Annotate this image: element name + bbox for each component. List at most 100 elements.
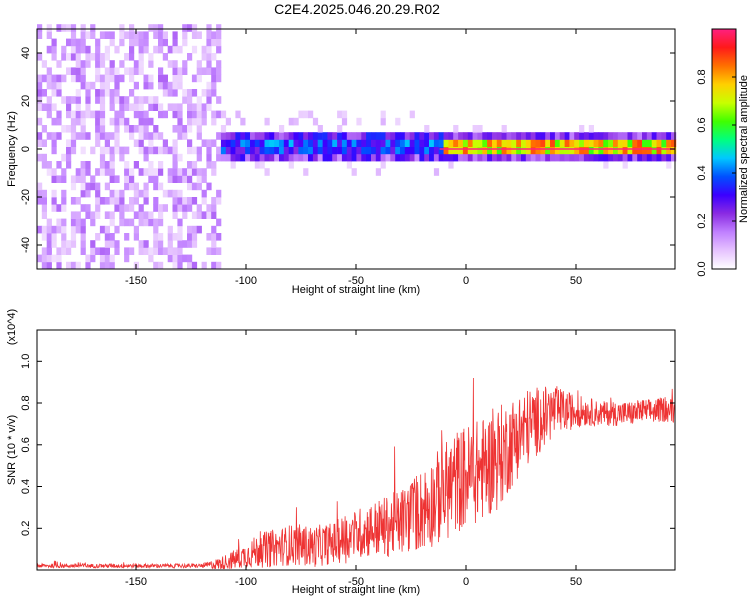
spectrogram-cell: [211, 197, 217, 205]
spectrogram-cell: [646, 132, 652, 140]
spectrogram-cell: [283, 132, 289, 140]
spectrogram-cell: [298, 132, 304, 140]
spectrogram-cell: [506, 146, 512, 155]
colorbar-tick-label: 0.8: [696, 69, 708, 84]
spectrogram-cell: [627, 146, 633, 155]
spectrogram-cell: [482, 146, 488, 155]
spectrogram-cell: [51, 132, 57, 140]
spectrogram-cell: [104, 225, 110, 234]
spectrogram-cell: [617, 146, 623, 155]
spectrogram-cell: [579, 153, 585, 162]
spectrogram-cell: [162, 53, 168, 61]
y-tick-label: 0: [20, 146, 32, 152]
spectrogram-cell: [341, 146, 348, 155]
spectrogram-cell: [182, 168, 188, 176]
spectrogram-cell: [409, 132, 415, 140]
spectrogram-cell: [148, 161, 154, 169]
spectrogram-cell: [104, 89, 110, 97]
spectrogram-cell: [104, 211, 110, 219]
spectrogram-cell: [477, 146, 483, 155]
spectrogram-cell: [104, 31, 110, 39]
spectrogram-cell: [124, 182, 130, 191]
spectrogram-cell: [593, 139, 599, 147]
spectrogram-cell: [148, 24, 154, 32]
spectrogram-cell: [211, 233, 217, 241]
spectrogram-cell: [133, 139, 139, 147]
spectrogram-cell: [201, 103, 207, 111]
spectrogram-cell: [429, 146, 435, 155]
spectrogram-cell: [191, 110, 198, 119]
spectrogram-cell: [143, 197, 149, 205]
spectrogram-cell: [511, 132, 517, 140]
spectrogram-cell: [114, 240, 120, 248]
spectrogram-cell: [395, 153, 401, 162]
spectrogram-cell: [66, 38, 72, 47]
spectrogram-cell: [211, 89, 217, 97]
spectrogram-cell: [250, 139, 256, 147]
spectrogram-cell: [41, 211, 47, 219]
spectrogram-cell: [390, 153, 396, 162]
spectrogram-cell: [395, 117, 401, 126]
spectrogram-cell: [95, 53, 101, 61]
spectrogram-cell: [216, 153, 222, 162]
spectrogram-cell: [109, 38, 115, 47]
spectrogram-cell: [245, 153, 251, 162]
spectrogram-cell: [419, 139, 425, 147]
spectrogram-cell: [487, 153, 493, 162]
spectrogram-cell: [51, 240, 57, 248]
spectrogram-cell: [95, 96, 101, 104]
spectrogram-cell: [492, 153, 498, 162]
spectrogram-cell: [119, 146, 125, 155]
spectrogram-cell: [617, 153, 623, 162]
spectrogram-cell: [216, 247, 222, 255]
spectrogram-cell: [138, 211, 144, 219]
spectrogram-cell: [124, 218, 130, 227]
snr-series-line: [36, 377, 676, 570]
spectrogram-cell: [109, 189, 115, 198]
spectrogram-cell: [250, 146, 256, 155]
spectrogram-cell: [80, 132, 86, 140]
spectrogram-cell: [492, 139, 498, 147]
spectrogram-cell: [351, 146, 357, 155]
spectrogram-cell: [104, 146, 110, 155]
spectrogram-cell: [109, 240, 115, 248]
spectrogram-cell: [51, 146, 57, 155]
spectrogram-cell: [129, 45, 135, 54]
spectrogram-cell: [312, 117, 319, 126]
spectrogram-cell: [530, 132, 536, 140]
spectrogram-cell: [666, 132, 672, 140]
y-tick-label: 0.4: [20, 479, 32, 494]
spectrogram-cell: [90, 247, 96, 255]
spectrogram-cell: [143, 45, 149, 54]
spectrogram-cell: [148, 60, 154, 68]
spectrogram-cell: [501, 146, 507, 155]
spectrogram-cell: [95, 110, 101, 119]
spectrogram-cell: [593, 153, 599, 162]
spectrogram-cell: [119, 38, 125, 47]
spectrogram-cell: [37, 189, 43, 198]
spectrogram-cell: [80, 45, 86, 54]
spectrogram-cell: [114, 189, 120, 198]
spectrogram-cell: [380, 132, 386, 140]
spectrogram-cell: [216, 218, 222, 227]
spectrogram-cell: [143, 38, 149, 47]
spectrogram-cell: [124, 53, 130, 61]
spectrogram-cell: [158, 103, 164, 111]
spectrogram-cell: [472, 139, 478, 147]
spectrogram-cell: [133, 81, 139, 90]
spectrogram-cell: [95, 67, 101, 75]
spectrogram-cell: [182, 254, 188, 263]
spectrogram-cell: [462, 153, 469, 162]
spectrogram-cell: [182, 132, 188, 140]
spectrogram-cell: [80, 233, 86, 241]
spectrogram-cell: [99, 96, 106, 104]
spectrogram-cell: [114, 74, 120, 83]
spectrogram-cell: [240, 117, 246, 126]
spectrogram-cell: [177, 254, 183, 263]
spectrogram-cell: [196, 117, 202, 126]
spectrogram-cell: [671, 139, 677, 147]
spectrogram-cell: [201, 211, 207, 219]
spectrogram-cell: [187, 117, 193, 126]
spectrogram-cell: [182, 38, 188, 47]
spectrogram-cell: [148, 103, 154, 111]
